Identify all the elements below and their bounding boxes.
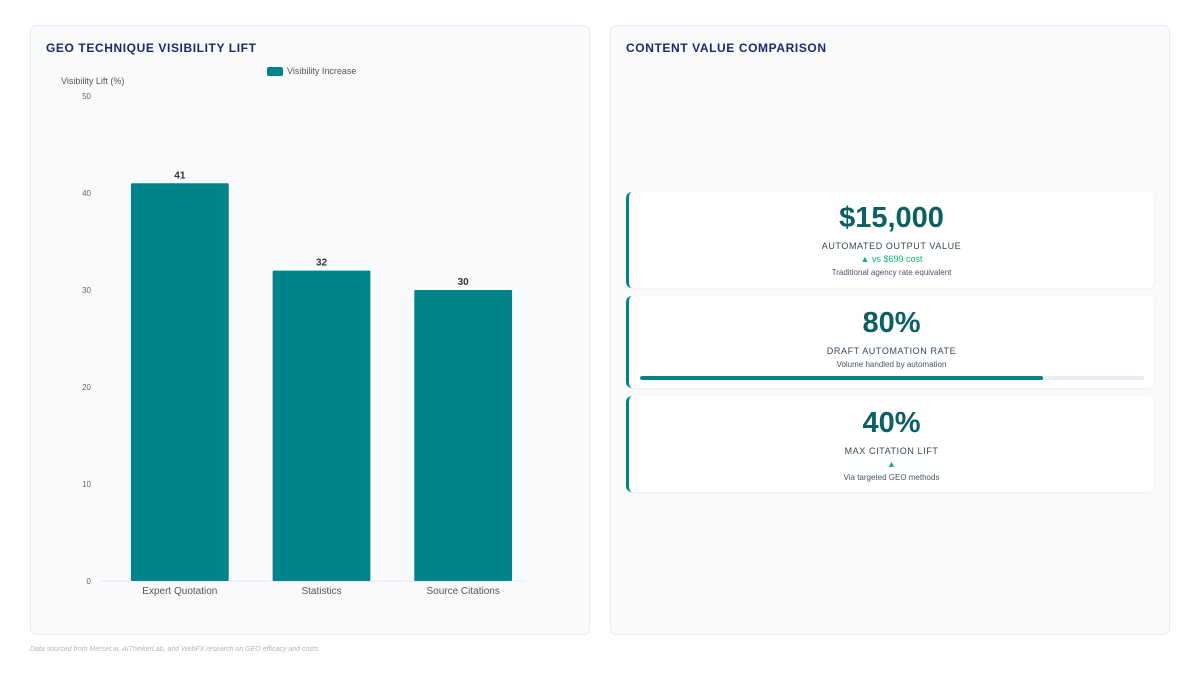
output-value-card: $15,000 AUTOMATED OUTPUT VALUE ▲ vs $699…	[626, 192, 1154, 288]
bar-value-label: 41	[174, 170, 186, 181]
automation-rate-card: 80% DRAFT AUTOMATION RATE Volume handled…	[626, 296, 1154, 388]
y-axis-label: Visibility Lift (%)	[61, 76, 124, 86]
automation-progress-bar	[639, 376, 1144, 380]
y-tick-label: 20	[82, 383, 91, 392]
trend-indicator: ▲ vs $699 cost	[860, 254, 923, 264]
card-value: 80%	[862, 307, 921, 339]
card-label: AUTOMATED OUTPUT VALUE	[821, 241, 962, 251]
bar-chart: Visibility Lift (%) 0 10 20 30 40 50 41 Expert Q…	[61, 76, 526, 597]
source-footnote: Data sourced from Merset.ai, AIThinkerLa…	[30, 646, 321, 653]
x-tick-label: Expert Quotation	[142, 586, 217, 597]
visibility-lift-panel: GEO TECHNIQUE VISIBILITY LIFT Visibility…	[30, 25, 590, 635]
progress-fill	[639, 376, 1043, 380]
card-note: Traditional agency rate equivalent	[831, 268, 952, 277]
y-tick-label: 30	[82, 286, 91, 295]
legend-label: Visibility Increase	[287, 66, 357, 76]
x-tick-label: Source Citations	[426, 586, 499, 597]
chart-legend: Visibility Increase	[267, 66, 356, 76]
bar	[130, 183, 229, 582]
panel-title: CONTENT VALUE COMPARISON	[626, 41, 827, 55]
bar	[414, 290, 513, 581]
y-tick-label: 10	[82, 480, 91, 489]
bar-value-label: 32	[316, 258, 328, 269]
y-tick-label: 40	[82, 189, 91, 198]
legend-swatch	[267, 66, 283, 76]
bar	[272, 270, 371, 581]
x-tick-label: Statistics	[301, 586, 341, 597]
card-value: $15,000	[839, 202, 944, 234]
card-note: Volume handled by automation	[836, 360, 947, 369]
card-label: DRAFT AUTOMATION RATE	[826, 346, 957, 356]
trend-indicator: ▲	[887, 459, 896, 469]
card-value: 40%	[862, 407, 921, 439]
chart-title: GEO TECHNIQUE VISIBILITY LIFT	[46, 41, 257, 55]
y-tick-label: 50	[82, 92, 91, 101]
bar-value-label: 30	[458, 277, 470, 288]
card-label: MAX CITATION LIFT	[844, 446, 939, 456]
y-tick-label: 0	[87, 577, 92, 586]
card-note: Via targeted GEO methods	[843, 473, 940, 482]
content-value-panel: CONTENT VALUE COMPARISON $15,000 AUTOMAT…	[610, 25, 1170, 635]
citation-lift-card: 40% MAX CITATION LIFT ▲ Via targeted GEO…	[626, 396, 1154, 492]
